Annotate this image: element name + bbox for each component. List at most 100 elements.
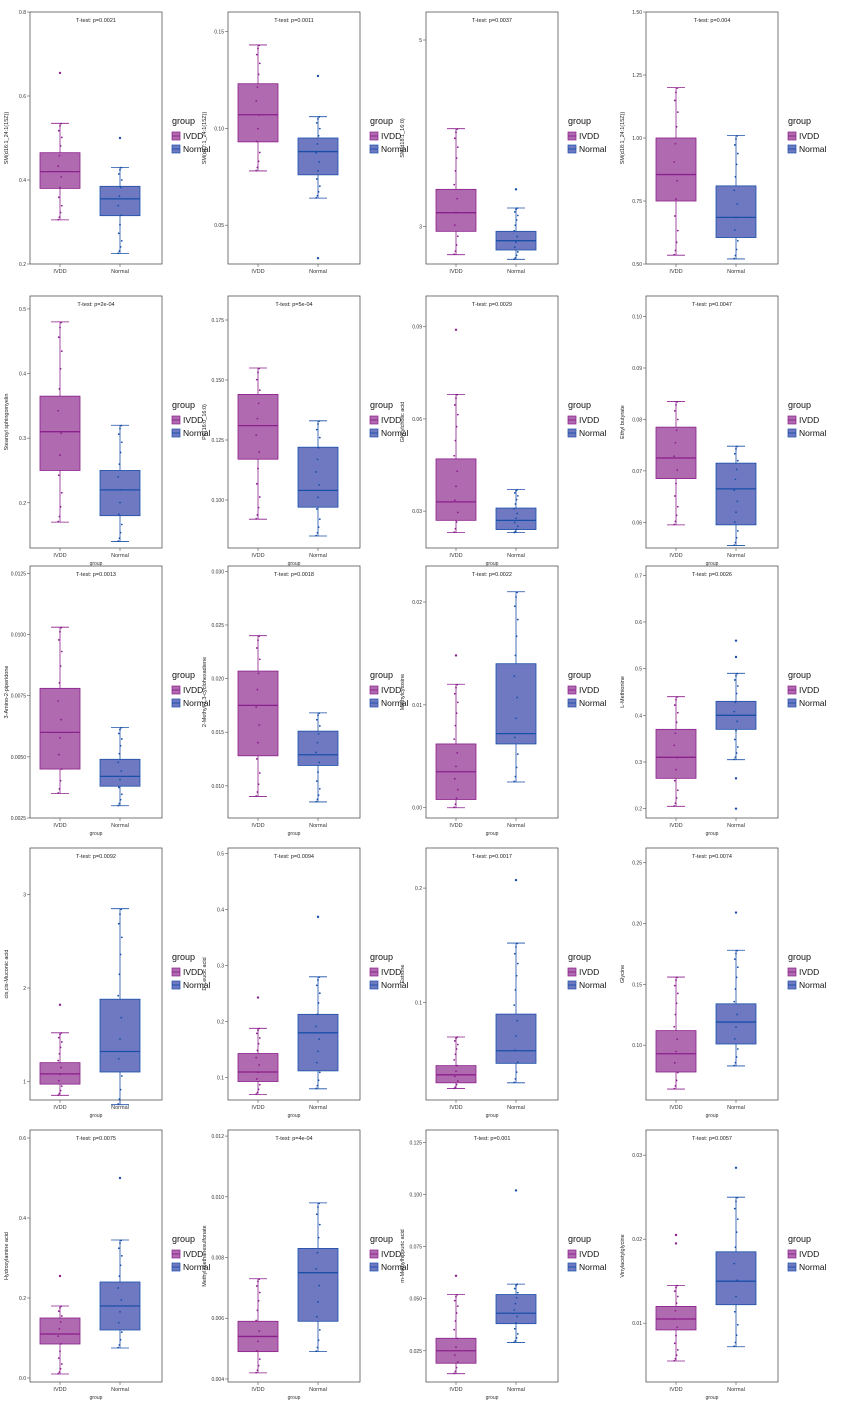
data-point — [734, 1341, 737, 1344]
data-point — [676, 789, 679, 792]
box-iqr — [237, 1053, 279, 1082]
chart-panel-7: T-test: p=0.0029 0.03 0.06 0.09 Glycylcholic… — [400, 295, 607, 567]
data-point — [58, 154, 61, 157]
data-point — [736, 445, 739, 448]
data-point — [676, 87, 679, 90]
data-point — [258, 772, 261, 774]
data-point — [60, 1315, 63, 1317]
data-point — [673, 215, 676, 217]
data-point — [117, 1103, 120, 1105]
data-point — [255, 1078, 258, 1080]
data-point — [258, 451, 261, 453]
data-point — [315, 1213, 318, 1216]
legend-key-ivdd: IVDD — [171, 131, 203, 141]
data-point — [315, 1025, 318, 1028]
data-point — [59, 454, 61, 456]
data-point — [59, 125, 61, 127]
x-tick-label: IVDD — [449, 823, 462, 829]
data-point — [673, 161, 676, 163]
data-point — [676, 505, 679, 508]
data-point — [60, 1305, 63, 1308]
y-axis-label: SM(d18:1_16:0) — [400, 118, 406, 158]
data-point — [675, 514, 678, 517]
data-point — [455, 131, 457, 134]
data-point — [59, 1367, 62, 1370]
data-point — [513, 1049, 516, 1052]
data-point — [515, 766, 518, 769]
data-point — [736, 1196, 739, 1199]
y-tick-label: 0.25 — [632, 861, 642, 867]
data-point — [453, 1354, 456, 1357]
box-ivdd — [655, 1233, 697, 1362]
data-point — [455, 797, 458, 800]
x-tick-label: IVDD — [669, 1105, 682, 1111]
data-point — [257, 1071, 259, 1074]
data-point — [736, 239, 739, 242]
legend-title: group — [172, 116, 195, 126]
chart-panel-11: T-test: p=0.0022 0.00 0.01 0.02 Methylcytosi… — [400, 565, 607, 837]
data-point — [735, 448, 737, 450]
data-point — [515, 717, 517, 720]
legend-label: IVDD — [183, 131, 203, 141]
data-point — [673, 1342, 676, 1345]
data-point — [736, 1048, 739, 1050]
data-point — [318, 761, 321, 764]
data-point — [317, 1002, 320, 1004]
data-point — [60, 626, 63, 629]
data-point — [676, 1284, 679, 1287]
data-point — [735, 976, 738, 979]
data-point — [316, 143, 319, 145]
data-point — [59, 1073, 61, 1076]
data-point — [258, 1037, 261, 1039]
data-point — [735, 752, 738, 754]
data-point — [733, 489, 736, 492]
legend-key-normal: Normal — [369, 980, 409, 990]
box-ivdd — [237, 1278, 279, 1374]
data-point — [456, 146, 459, 149]
data-point — [258, 389, 261, 392]
data-point — [119, 168, 121, 171]
data-point — [117, 761, 120, 764]
data-point — [456, 470, 459, 473]
legend-title: group — [370, 400, 393, 410]
legend-label: IVDD — [799, 685, 819, 695]
data-point — [117, 204, 120, 207]
data-point — [120, 726, 123, 729]
data-point — [118, 250, 121, 252]
data-point — [57, 336, 60, 339]
data-point — [453, 137, 456, 140]
data-point — [57, 1059, 60, 1062]
legend-key-ivdd: IVDD — [567, 1249, 599, 1259]
data-point — [513, 507, 516, 510]
data-point — [119, 186, 122, 189]
legend-key-ivdd: IVDD — [787, 131, 819, 141]
data-point — [255, 1093, 258, 1096]
data-point — [57, 639, 60, 641]
data-point — [675, 1002, 678, 1005]
legend-key-ivdd: IVDD — [787, 1249, 819, 1259]
y-tick-label: 0.2 — [19, 262, 26, 268]
box-ivdd — [655, 400, 697, 526]
data-point — [453, 1040, 456, 1042]
data-point — [120, 908, 123, 911]
box-ivdd — [39, 626, 81, 794]
chart-panel-6: T-test: p=5e-04 0.100 0.125 0.150 0.175 PC(16… — [202, 295, 409, 567]
data-point — [735, 138, 737, 140]
legend-label: Normal — [381, 1262, 409, 1272]
data-point — [119, 427, 121, 430]
y-tick-label: 0.3 — [217, 964, 224, 970]
y-tick-label: 0.5 — [635, 667, 642, 673]
box-iqr — [297, 1248, 339, 1322]
x-tick-label: IVDD — [251, 1387, 264, 1393]
x-axis-label: group — [486, 1113, 499, 1119]
legend-label: IVDD — [381, 967, 401, 977]
data-point — [733, 229, 736, 231]
data-point — [316, 531, 319, 534]
legend-label: Normal — [381, 428, 409, 438]
data-point — [736, 500, 739, 503]
outlier-point — [58, 71, 62, 75]
x-tick-label: IVDD — [53, 823, 66, 829]
data-point — [453, 183, 456, 186]
data-point — [733, 452, 736, 455]
legend-key-normal: Normal — [171, 144, 211, 154]
